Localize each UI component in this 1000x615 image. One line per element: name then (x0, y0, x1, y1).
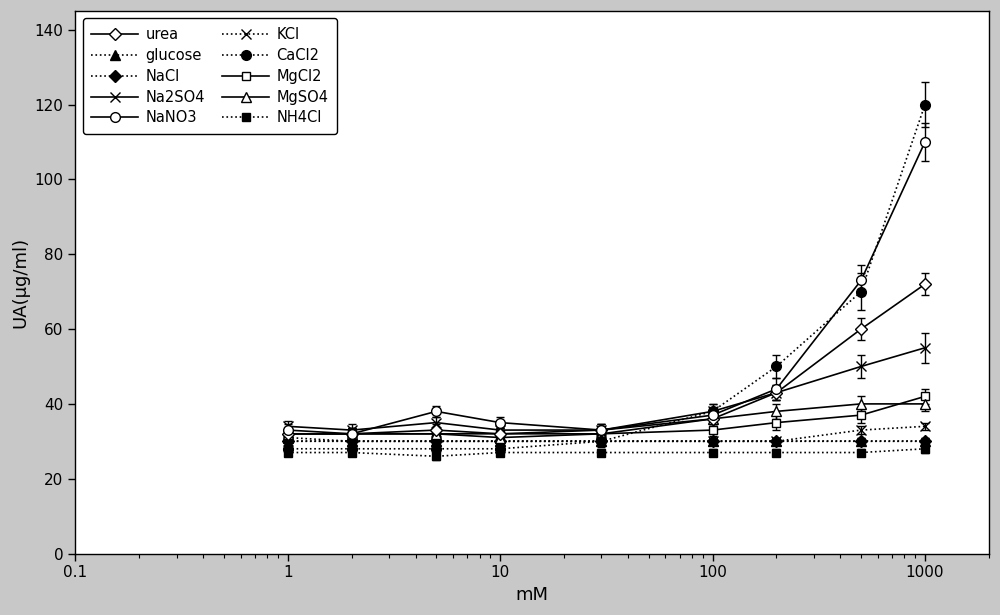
Y-axis label: UA(μg/ml): UA(μg/ml) (11, 237, 29, 328)
X-axis label: mM: mM (516, 586, 549, 604)
Legend: urea, glucose, NaCl, Na2SO4, NaNO3, KCl, CaCl2, MgCl2, MgSO4, NH4Cl: urea, glucose, NaCl, Na2SO4, NaNO3, KCl,… (83, 18, 337, 134)
